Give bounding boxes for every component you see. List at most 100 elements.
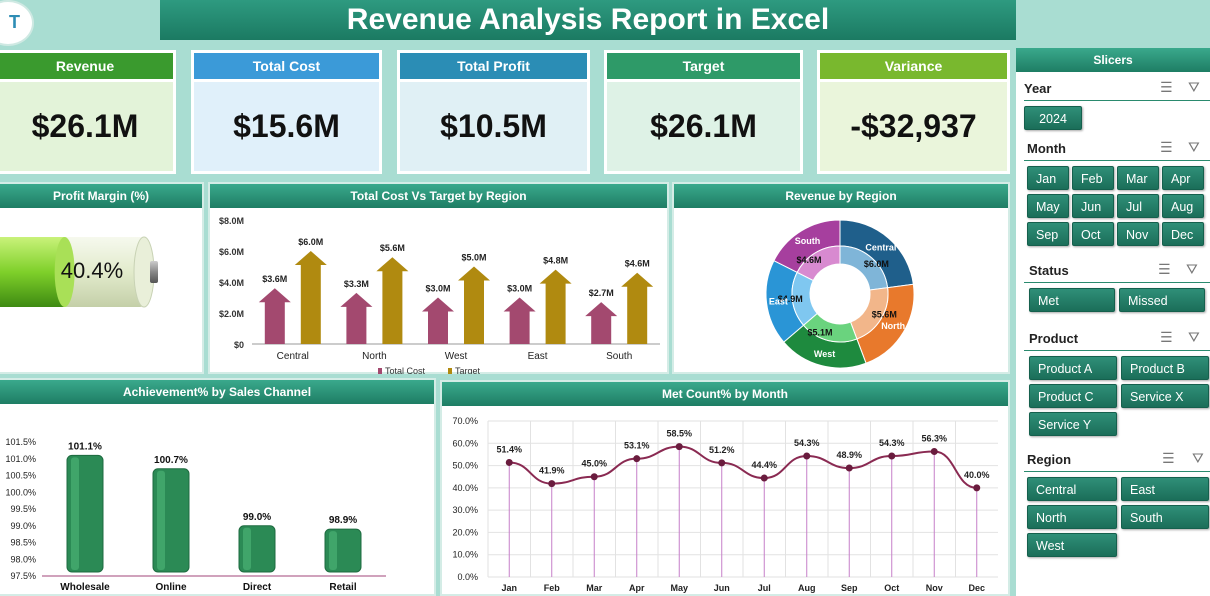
- kpi-label: Total Cost: [194, 53, 379, 79]
- multi-select-icon[interactable]: ☰: [1160, 79, 1173, 95]
- x-tick-label: Direct: [243, 582, 272, 593]
- x-tick-label: Apr: [629, 583, 645, 593]
- x-tick-label: Sep: [841, 583, 858, 593]
- data-point: [803, 452, 811, 460]
- slicer-year-label: Year: [1024, 81, 1052, 96]
- arrow-bar-target: [539, 269, 572, 344]
- data-label: 45.0%: [581, 459, 607, 469]
- slicer-month-jul[interactable]: Jul: [1117, 194, 1159, 218]
- multi-select-icon[interactable]: ☰: [1160, 139, 1173, 155]
- panel-title: Total Cost Vs Target by Region: [210, 184, 667, 208]
- data-point: [973, 484, 981, 492]
- clear-filter-icon[interactable]: ⛛: [1188, 329, 1200, 345]
- panel-title: Met Count% by Month: [442, 382, 1008, 406]
- slice-value-label: $4.9M: [778, 294, 803, 304]
- data-point: [760, 474, 768, 482]
- slicer-status-missed[interactable]: Missed: [1119, 288, 1205, 312]
- slicer-region-label: Region: [1027, 452, 1072, 467]
- company-logo: T: [0, 0, 34, 46]
- slicer-month-feb[interactable]: Feb: [1072, 166, 1114, 190]
- y-tick-label: 99.0%: [10, 521, 36, 531]
- data-point: [930, 448, 938, 456]
- data-label: 100.7%: [154, 455, 188, 466]
- slicer-product-b[interactable]: Product B: [1121, 356, 1209, 380]
- slicer-region-south[interactable]: South: [1121, 505, 1209, 529]
- kpi-card-target: Target $26.1M: [604, 50, 803, 174]
- y-tick-label: 40.0%: [452, 483, 478, 493]
- arrow-bar-total-cost: [422, 297, 454, 344]
- clear-filter-icon[interactable]: ⛛: [1186, 261, 1198, 277]
- slice-name-label: East: [769, 296, 788, 306]
- slicer-month-oct[interactable]: Oct: [1072, 222, 1114, 246]
- slicer-year-2024[interactable]: 2024: [1024, 106, 1082, 130]
- slice-name-label: North: [881, 321, 905, 331]
- data-label: 44.4%: [751, 460, 777, 470]
- panel-title: Profit Margin (%): [0, 184, 202, 208]
- slicer-product-c[interactable]: Product C: [1029, 384, 1117, 408]
- clear-filter-icon[interactable]: ⛛: [1188, 79, 1200, 95]
- battery-cap: [150, 261, 158, 283]
- y-tick-label: $6.0M: [219, 247, 244, 257]
- profit-margin-value: 40.4%: [61, 258, 123, 283]
- bar-highlight: [71, 457, 79, 570]
- data-label: 54.3%: [879, 438, 905, 448]
- slicer-product-a[interactable]: Product A: [1029, 356, 1117, 380]
- clear-filter-icon[interactable]: ⛛: [1188, 139, 1200, 155]
- slicer-service-y[interactable]: Service Y: [1029, 412, 1117, 436]
- slice-value-label: $4.6M: [797, 255, 822, 265]
- slice-value-label: $5.1M: [808, 328, 833, 338]
- slicer-month-jan[interactable]: Jan: [1027, 166, 1069, 190]
- data-label: $3.6M: [262, 274, 287, 284]
- slicer-region-north[interactable]: North: [1027, 505, 1117, 529]
- legend-label: Total Cost: [385, 366, 426, 374]
- slicer-region-west[interactable]: West: [1027, 533, 1117, 557]
- slicer-month-jun[interactable]: Jun: [1072, 194, 1114, 218]
- x-tick-label: Wholesale: [60, 582, 110, 593]
- achievement-chart: 97.5% 98.0% 98.5% 99.0% 99.5% 100.0% 100.5% 101…: [5, 437, 386, 593]
- multi-select-icon[interactable]: ☰: [1160, 329, 1173, 345]
- slice-name-label: Central: [865, 242, 896, 252]
- slicer-month-apr[interactable]: Apr: [1162, 166, 1204, 190]
- multi-select-icon[interactable]: ☰: [1162, 450, 1175, 466]
- x-tick-label: May: [670, 583, 688, 593]
- x-tick-label: Jan: [501, 583, 517, 593]
- kpi-card-total-cost: Total Cost $15.6M: [191, 50, 382, 174]
- slicer-month-aug[interactable]: Aug: [1162, 194, 1204, 218]
- slicer-region-central[interactable]: Central: [1027, 477, 1117, 501]
- slicer-month-may[interactable]: May: [1027, 194, 1069, 218]
- slicer-service-x[interactable]: Service X: [1121, 384, 1209, 408]
- profit-margin-panel: Profit Margin (%) 40.4%: [0, 182, 204, 374]
- x-tick-label: Aug: [798, 583, 816, 593]
- slicers-title: Slicers: [1016, 48, 1210, 72]
- y-tick-label: 101.5%: [5, 437, 36, 447]
- achievement-panel: Achievement% by Sales Channel 97.5% 98.0%…: [0, 378, 436, 596]
- x-tick-label: Oct: [884, 583, 899, 593]
- arrow-bar-target: [458, 266, 490, 344]
- slice-name-label: South: [795, 236, 821, 246]
- multi-select-icon[interactable]: ☰: [1158, 261, 1171, 277]
- slicer-month-nov[interactable]: Nov: [1117, 222, 1159, 246]
- slicer-status-met[interactable]: Met: [1029, 288, 1115, 312]
- slicers-pane: Slicers Year ☰ ⛛ 2024 Month ☰ ⛛ Jan Feb …: [1016, 48, 1210, 596]
- kpi-value: $15.6M: [194, 82, 379, 171]
- y-tick-label: 30.0%: [452, 505, 478, 515]
- report-title: Revenue Analysis Report in Excel: [160, 0, 1016, 40]
- slicer-month-sep[interactable]: Sep: [1027, 222, 1069, 246]
- slicer-month-dec[interactable]: Dec: [1162, 222, 1204, 246]
- data-label: 56.3%: [921, 434, 947, 444]
- slicer-region-east[interactable]: East: [1121, 477, 1209, 501]
- x-tick-label: West: [445, 351, 468, 362]
- data-label: 58.5%: [666, 429, 692, 439]
- data-label: $3.3M: [344, 279, 369, 289]
- x-tick-label: South: [606, 351, 632, 362]
- x-tick-label: North: [362, 351, 386, 362]
- clear-filter-icon[interactable]: ⛛: [1192, 450, 1204, 466]
- slicer-product-label: Product: [1029, 331, 1079, 346]
- data-point: [505, 458, 513, 466]
- battery-gauge: 40.4%: [0, 236, 158, 308]
- panel-title: Achievement% by Sales Channel: [0, 380, 434, 404]
- kpi-value: $10.5M: [400, 82, 587, 171]
- x-tick-label: Feb: [544, 583, 561, 593]
- legend-label: Target: [455, 366, 481, 374]
- slicer-month-mar[interactable]: Mar: [1117, 166, 1159, 190]
